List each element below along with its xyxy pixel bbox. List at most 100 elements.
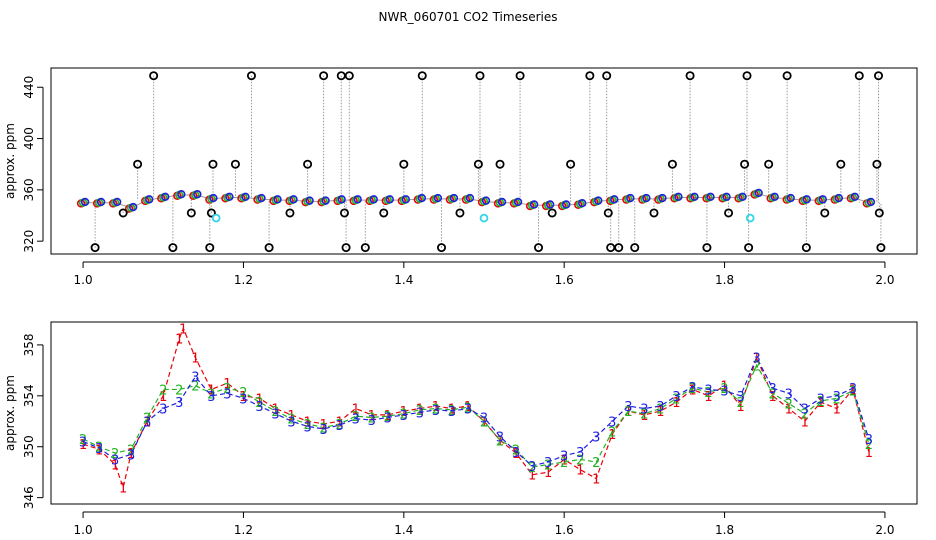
baseline-point	[80, 197, 90, 207]
x-tick-label: 1.6	[555, 273, 574, 287]
series-point-label: 2	[608, 425, 616, 440]
baseline-point	[465, 193, 475, 203]
series-point-label: 2	[785, 397, 793, 412]
series-point-label: 2	[865, 438, 873, 453]
series-point-label: 1	[720, 380, 728, 395]
baseline-point	[241, 192, 250, 201]
top-y-axis-label: approx. ppm	[3, 123, 17, 199]
x-tick-label: 1.0	[74, 523, 93, 537]
series-point-label: 2	[127, 443, 135, 458]
series-point-label: 3	[95, 442, 103, 457]
series-point-label: 3	[239, 392, 247, 407]
baseline-point	[417, 193, 427, 203]
series-point-label: 3	[736, 390, 744, 405]
bottom-plot-frame	[50, 321, 918, 505]
series-point-label: 1	[287, 409, 295, 424]
series-point-label: 1	[384, 409, 392, 424]
flagged-point	[602, 71, 612, 81]
baseline-point	[305, 196, 314, 205]
series-point-label: 2	[255, 396, 263, 411]
flagged-point	[379, 208, 389, 218]
series-point-label: 3	[544, 456, 552, 471]
series-point-label: 2	[239, 386, 247, 401]
baseline-point	[481, 196, 491, 205]
series-point-label: 3	[769, 382, 777, 397]
series-point-label: 1	[207, 383, 215, 398]
flagged-point	[455, 208, 465, 218]
baseline-point	[626, 193, 635, 203]
flagged-point	[854, 71, 864, 81]
series-point-label: 3	[464, 403, 472, 418]
flagged-point	[874, 208, 884, 218]
flagged-point	[264, 243, 274, 253]
series-point-label: 2	[111, 447, 119, 462]
top-axes: 1.0 1.2 1.4 1.6 1.8 2.0 320 360 400 440	[22, 76, 894, 287]
series-point-label: 1	[624, 405, 632, 420]
series-point-label: 2	[817, 395, 825, 410]
baseline-point	[594, 196, 603, 205]
flagged-point	[360, 243, 370, 253]
series-point-label: 3	[400, 409, 408, 424]
series-point-label: 3	[704, 383, 712, 398]
series-point-label: 2	[688, 382, 696, 397]
series-point-label: 1	[528, 469, 536, 484]
cyan-point	[211, 213, 221, 223]
series-point-label: 2	[769, 387, 777, 402]
series-point-label: 3	[624, 400, 632, 415]
top-data-marks	[76, 71, 886, 253]
x-tick-label: 1.8	[715, 523, 734, 537]
flagged-point	[547, 208, 557, 218]
series-point-label: 2	[544, 459, 552, 474]
series-point-label: 2	[528, 461, 536, 476]
series-point-label: 3	[352, 413, 360, 428]
series-point-label: 1	[560, 453, 568, 468]
series-point-label: 1	[512, 447, 520, 462]
series-point-label: 2	[624, 405, 632, 420]
series-point-label: 2	[496, 434, 504, 449]
series-point-label: 3	[336, 419, 344, 434]
series-point-label: 3	[303, 420, 311, 435]
series-point-label: 2	[191, 380, 199, 395]
series-point-label: 2	[175, 383, 183, 398]
series-point-label: 2	[79, 433, 87, 448]
flagged-point	[603, 208, 613, 218]
flagged-point	[473, 159, 483, 169]
flagged-point	[149, 71, 159, 81]
series-point-label: 1	[127, 447, 135, 462]
series-point-label: 3	[512, 446, 520, 461]
series-point-label: 2	[736, 396, 744, 411]
series-point-label: 2	[576, 453, 584, 468]
flagged-point	[475, 71, 485, 81]
series-point-label: 3	[528, 460, 536, 475]
flagged-point	[246, 71, 256, 81]
x-tick-label: 2.0	[875, 273, 894, 287]
series-point-label: 1	[95, 443, 103, 458]
series-point-label: 1	[480, 415, 488, 430]
baseline-point	[497, 197, 507, 207]
baseline-point	[369, 195, 378, 204]
series-point-label: 1	[576, 464, 584, 479]
y-tick-label: 354	[22, 384, 36, 407]
baseline-point	[401, 195, 411, 204]
series-point-label: 2	[801, 408, 809, 423]
x-tick-label: 1.2	[234, 273, 253, 287]
series-point-label: 3	[416, 406, 424, 421]
baseline-point	[193, 190, 202, 199]
series-point-label: 3	[576, 446, 584, 461]
series-point-label: 2	[287, 413, 295, 428]
flagged-point	[399, 159, 409, 169]
series-point-label: 3	[688, 381, 696, 396]
baseline-point	[225, 192, 234, 201]
series-line	[82, 326, 870, 490]
x-tick-label: 1.4	[394, 523, 413, 537]
figure-title: NWR_060701 CO2 Timeseries	[379, 10, 558, 24]
series-point-label: 3	[143, 415, 151, 430]
flagged-point	[133, 159, 143, 169]
series-point-label: 3	[255, 400, 263, 415]
series-point-label: 1	[592, 473, 600, 488]
series-point-label: 1	[255, 392, 263, 407]
baseline-point	[754, 188, 763, 198]
series-point-label: 1	[303, 415, 311, 430]
flagged-point	[874, 71, 884, 81]
